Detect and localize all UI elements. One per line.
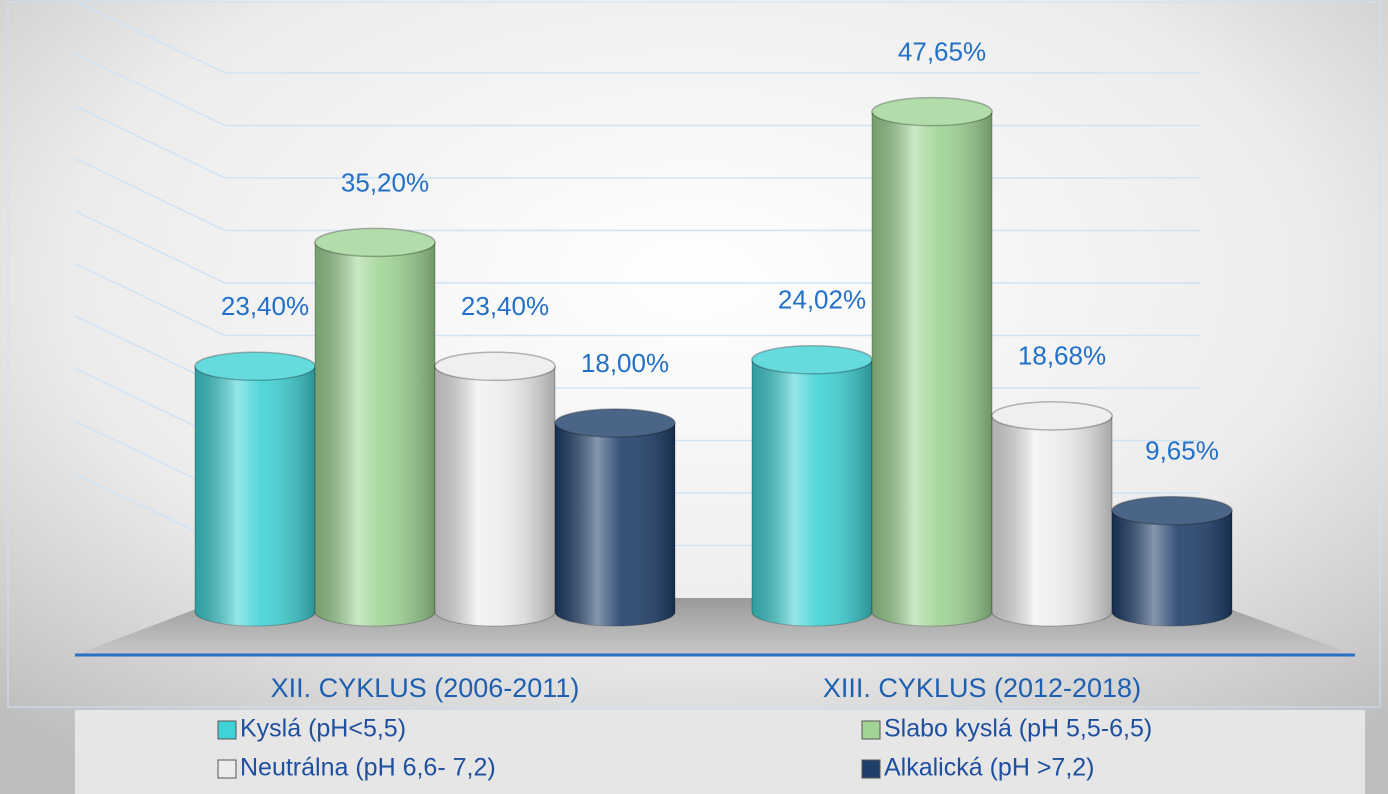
cylinder-top-shine <box>992 401 1112 430</box>
cylinder-top-shine <box>872 97 992 126</box>
value-label: 18,00% <box>581 348 669 378</box>
cylinder-top-shine <box>435 352 555 381</box>
cylinder-top <box>991 401 1113 431</box>
value-label: 35,20% <box>341 167 429 197</box>
cylinder-top-shine <box>752 345 872 374</box>
cylinder-top-shine <box>315 228 435 257</box>
cylinder-shine <box>195 366 315 626</box>
cylinder-top <box>434 351 556 382</box>
cylinder-top-shine <box>195 352 315 381</box>
value-label: 47,65% <box>898 37 986 67</box>
cylinder-top-shine <box>1112 496 1232 525</box>
value-label: 24,02% <box>778 285 866 315</box>
value-label: 18,68% <box>1018 341 1106 371</box>
cylinder-shine <box>555 423 675 626</box>
legend-box <box>75 710 1365 794</box>
cylinder-top <box>1111 495 1233 526</box>
cylinder-top-shine <box>555 409 675 437</box>
value-label: 23,40% <box>461 291 549 321</box>
legend-label: Kyslá (pH<5,5) <box>240 715 406 743</box>
value-label: 9,65% <box>1145 436 1219 466</box>
cylinder-top <box>554 408 676 438</box>
cylinder-top <box>314 227 436 258</box>
cylinder-top <box>871 96 993 127</box>
grid-line <box>74 0 1200 74</box>
cylinder-shine <box>752 359 872 626</box>
cylinder-shine <box>872 111 992 627</box>
cylinder-shine <box>315 242 435 626</box>
legend-swatch <box>217 759 237 779</box>
cylinder-shine <box>992 415 1112 626</box>
x-tick-label: XIII. CYKLUS (2012-2018) <box>823 673 1141 703</box>
legend-swatch <box>861 759 881 779</box>
x-tick-label: XII. CYKLUS (2006-2011) <box>271 673 580 703</box>
legend-swatch <box>217 720 237 740</box>
legend-label: Slabo kyslá (pH 5,5-6,5) <box>884 715 1152 743</box>
cylinder-shine <box>1112 510 1232 626</box>
legend-label: Alkalická (pH >7,2) <box>884 754 1095 782</box>
legend-label: Neutrálna (pH 6,6- 7,2) <box>240 754 496 782</box>
legend-swatch <box>861 720 881 740</box>
value-label: 23,40% <box>221 291 309 321</box>
plot-frame <box>7 1 1381 708</box>
cylinder-shine <box>435 366 555 626</box>
